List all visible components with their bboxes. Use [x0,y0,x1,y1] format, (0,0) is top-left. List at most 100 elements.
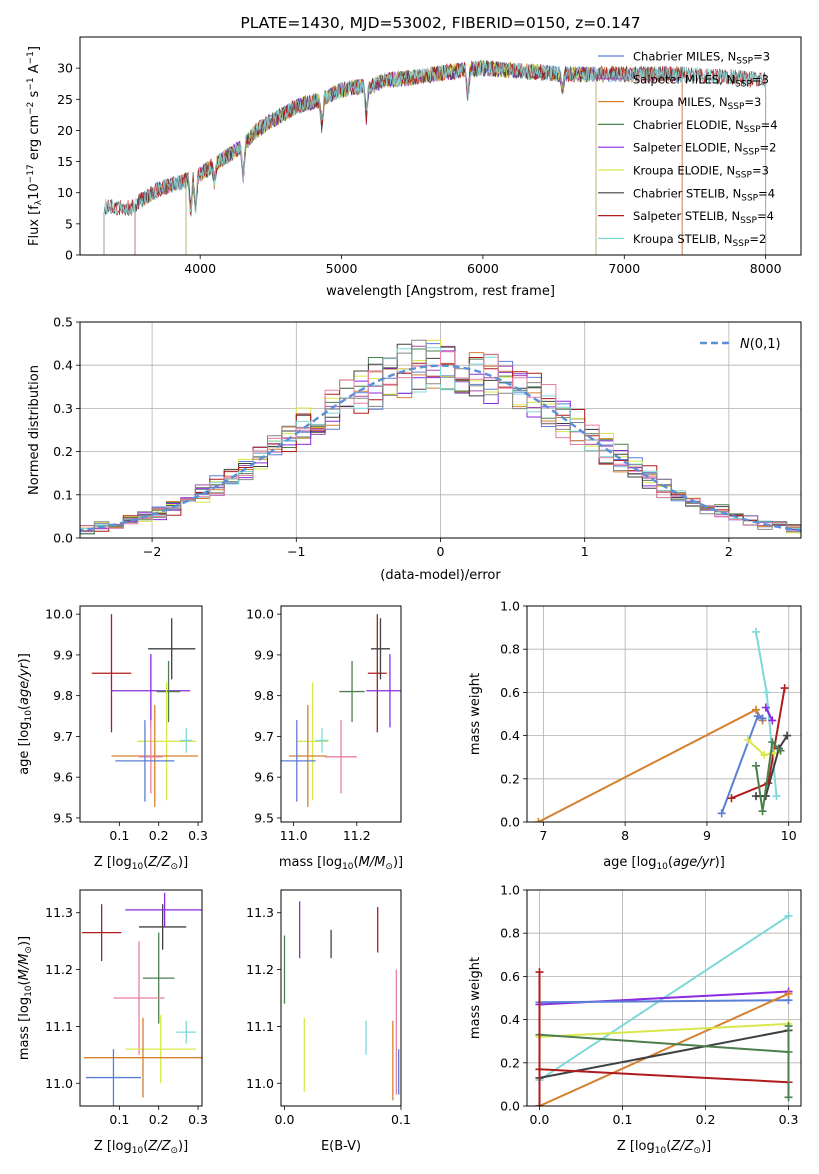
label-fragment: =3 [752,164,769,178]
weight-marker [717,809,726,818]
x-tick-label: 0.3 [188,828,208,843]
label-fragment: (0,1) [750,337,781,352]
weight-marker [727,794,736,803]
y-tick-label: 11.3 [45,905,73,920]
x-tick-label: 5000 [326,261,358,276]
panel-age-vs-mass: 11.0 11.2 9.5 9.6 9.7 9.8 9.9 10.0 mass [log10(M… [246,605,403,872]
x-tick-label: 7000 [608,261,640,276]
y-axis-label: mass [log10(M/M⊙)] [17,936,34,1060]
x-axis-label: mass [log10(M/M⊙)] [279,855,403,872]
label-fragment: SSP [735,171,752,181]
errorbar-point [156,661,181,723]
x-tick-label: 6000 [467,261,499,276]
y-tick-label: 11.0 [246,1076,274,1091]
weight-marker [752,705,761,714]
histograms [80,339,801,536]
x-tick-label: 0.1 [109,828,129,843]
errorbar-point [180,728,193,753]
y-tick-label: 9.6 [254,770,274,785]
label-fragment: )] [17,653,32,663]
label-fragment: ⊙ [170,1146,178,1156]
y-tick-label: 10 [57,185,73,200]
errorbar-point [85,1049,141,1106]
y-tick-label: 9.7 [254,729,274,744]
y-tick-label: 9.8 [53,688,73,703]
weight-marker [534,818,543,822]
errorbar-point [139,720,163,794]
y-tick-label: 0.2 [53,444,73,459]
chart-title: PLATE=1430, MJD=53002, FIBERID=0150, z=0… [240,14,640,32]
label-fragment: ( [17,705,32,710]
label-fragment: =4 [758,186,775,200]
label-fragment: 10 [342,862,354,872]
weight-marker [780,684,789,693]
x-axis-label: age [log10(age/yr)] [603,855,725,872]
weight-marker [772,792,781,801]
x-tick-label: 0.1 [613,1112,633,1127]
y-tick-label: 9.6 [53,770,73,785]
label-fragment: =3 [752,72,769,86]
weight-marker [535,968,544,977]
label-fragment: )] [715,855,725,870]
errorbar-point [148,618,196,680]
label-fragment: )] [701,1139,711,1154]
weight-series [784,1022,793,1102]
panel-age-vs-Z: 0.1 0.2 0.39.59.69.79.89.910.0Z [log10(Z/Z… [17,605,208,872]
y-tick-label: 11.0 [45,1076,73,1091]
x-tick-label: 9 [703,828,711,843]
errorbar-point [83,1017,202,1098]
x-tick-label: 0.3 [188,1112,208,1127]
errorbar-point [176,1020,197,1044]
weight-marker [783,731,792,740]
errorbar-point [339,661,365,723]
x-tick-label: 0.0 [275,1112,295,1127]
y-tick-label: 10.0 [246,607,274,622]
errorbar-point [91,614,132,733]
x-axis-label: Z [log10(Z/Z⊙)] [94,1139,188,1156]
weight-marker [758,807,767,816]
x-axis-label: wavelength [Angstrom, rest frame] [326,284,555,299]
label-fragment: M/M [17,954,32,981]
y-tick-label: 0.4 [53,358,73,373]
label-fragment: Kroupa STELIB, N [633,232,733,246]
y-tick-label: 0.0 [500,1099,520,1114]
label-fragment: SSP [740,216,757,226]
axes-frame [526,889,802,1107]
errorbars [281,614,401,807]
label-fragment: mass [log [17,997,32,1060]
weight-series [752,738,785,816]
weight-marker [761,703,770,712]
weight-series-line [539,1033,789,1053]
errorbar-point [315,728,329,753]
label-fragment: Chabrier STELIB, N [633,186,741,200]
label-fragment: SSP [741,193,758,203]
weight-lines [534,627,792,822]
label-fragment: =3 [753,50,770,64]
x-tick-label: −2 [143,544,161,559]
y-tick-label: 9.7 [53,729,73,744]
label-fragment: ( [143,855,148,870]
y-tick-label: 0.4 [500,1012,520,1027]
label-fragment: =3 [744,95,761,109]
errorbar-point [288,705,327,807]
y-tick-label: 11.1 [246,1019,274,1034]
weight-series-line [764,707,774,721]
label-fragment: ⊙ [385,862,393,872]
y-tick-label: 0.8 [500,642,520,657]
legend-label: Chabrier ELODIE, NSSP=4 [633,118,778,135]
legend-label: Kroupa STELIB, NSSP=2 [633,232,766,249]
legend-label: Salpeter MILES, NSSP=3 [633,72,769,89]
x-tick-label: 2 [725,544,733,559]
label-fragment: Z/Z [147,855,171,870]
x-tick-label: 0.2 [149,828,169,843]
label-fragment: SSP [735,79,752,89]
weight-series [717,712,767,818]
label-fragment: SSP [728,102,745,112]
spectrum-panel: PLATE=1430, MJD=53002, FIBERID=0150, z=0… [26,14,802,299]
y-tick-label: 10.0 [45,607,73,622]
errorbar-point [111,654,191,728]
residual-histogram-panel: −2 −1 0 1 2 0.0 0.1 0.2 0.3 0.4 0.5 (data-model)/er… [27,315,802,583]
y-axis-label: Flux [fλ10−17 erg cm−2 s−1 A−1] [26,46,44,246]
weight-series-line [539,1022,789,1038]
